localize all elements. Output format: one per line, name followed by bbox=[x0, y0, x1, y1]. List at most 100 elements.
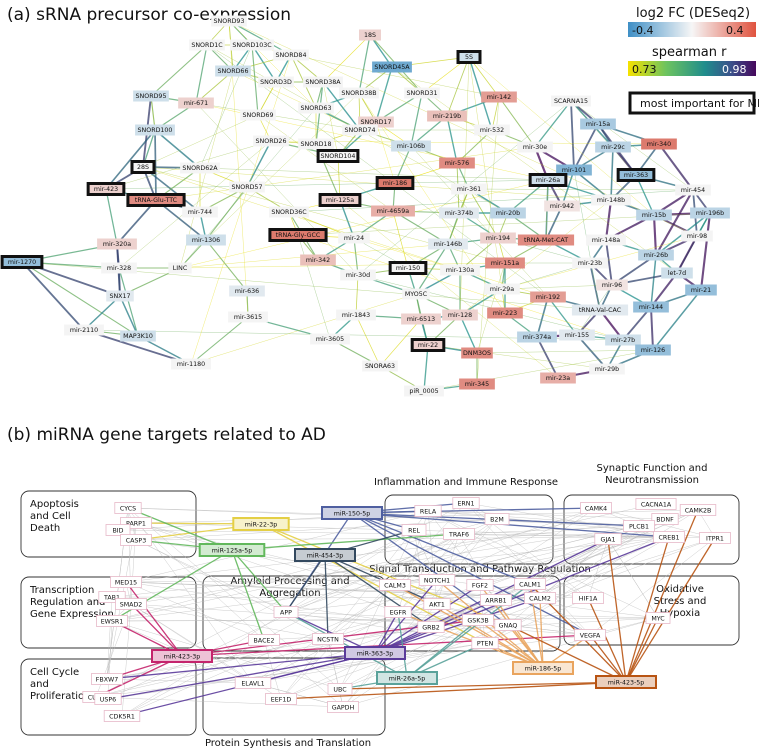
gene-box bbox=[484, 513, 510, 525]
gene-label: USP6 bbox=[100, 696, 116, 703]
gene-gene-edge bbox=[427, 510, 666, 520]
legend: log2 FC (DESeq2) -0.4 0.4 spearman r 0.7… bbox=[628, 6, 759, 115]
node-box bbox=[633, 301, 669, 313]
coexpression-edge bbox=[391, 66, 678, 274]
gene-eef1d: EEF1D bbox=[265, 693, 297, 705]
node-label: mir-128 bbox=[448, 312, 472, 319]
group-box bbox=[20, 576, 197, 649]
gene-elavl1: ELAVL1 bbox=[234, 677, 272, 689]
node-label: mir-1270 bbox=[8, 259, 36, 266]
node-box bbox=[551, 95, 591, 107]
node-box bbox=[316, 149, 360, 163]
node-mir-142: mir-142 bbox=[481, 91, 517, 103]
gene-gene-edge bbox=[427, 510, 640, 527]
node-box bbox=[685, 284, 717, 296]
coexpression-edge bbox=[83, 295, 121, 331]
gene-gene-edge bbox=[285, 611, 486, 644]
node-label: SNORD18 bbox=[301, 141, 332, 148]
coexpression-edge bbox=[468, 56, 503, 290]
gene-casp3: CASP3 bbox=[120, 534, 152, 546]
mirna-label: miR-454-3p bbox=[307, 552, 344, 559]
mirna-target-edge bbox=[324, 554, 432, 628]
gene-box bbox=[514, 578, 546, 590]
node-5s: 5S bbox=[456, 50, 482, 64]
gene-parp1: PARP1 bbox=[120, 517, 152, 529]
gene-label: HIF1A bbox=[579, 595, 598, 602]
gene-box bbox=[414, 505, 442, 517]
coexpression-edge bbox=[297, 234, 331, 340]
coexpression-edge bbox=[699, 212, 712, 291]
gene-label: TAB1 bbox=[103, 594, 120, 601]
node-box bbox=[171, 358, 211, 370]
node-box bbox=[635, 344, 671, 356]
gene-akt1: AKT1 bbox=[423, 598, 451, 610]
coexpression-edge bbox=[205, 239, 248, 292]
coexpression-edge bbox=[476, 349, 654, 354]
node-label: mir-30d bbox=[346, 272, 370, 279]
node-box bbox=[180, 162, 220, 174]
coexpression-edge bbox=[676, 235, 698, 274]
node-box bbox=[540, 372, 576, 384]
node-box bbox=[298, 138, 334, 150]
node-trna-gly-gcc: tRNA-Gly-GCC bbox=[268, 228, 328, 242]
mirna-target-edge bbox=[397, 611, 408, 679]
coexpression-edge bbox=[534, 100, 572, 148]
node-label: mir-96 bbox=[602, 282, 622, 289]
gene-gene-edge bbox=[397, 611, 659, 619]
coexpression-edge bbox=[150, 95, 156, 131]
mirna-target-edge bbox=[394, 584, 544, 669]
mirna-target-edge bbox=[589, 634, 627, 683]
gene-gene-edge bbox=[95, 696, 344, 708]
node-trna-met-cat: tRNA-Met-CAT bbox=[517, 234, 575, 246]
coexpression-edge bbox=[561, 169, 575, 207]
gene-gene-edge bbox=[539, 518, 666, 599]
node-box bbox=[228, 311, 268, 323]
gene-box bbox=[248, 634, 280, 646]
legend-important-box bbox=[628, 91, 756, 115]
mirna-label: miR-423-3p bbox=[164, 653, 201, 660]
gene-gene-edge bbox=[125, 581, 265, 641]
coexpression-edge bbox=[155, 146, 536, 201]
gene-label: EGFR bbox=[390, 609, 407, 616]
coexpression-edge bbox=[190, 54, 292, 365]
node-snord95: SNORD95 bbox=[133, 90, 169, 102]
group-label: Cell Cycle bbox=[30, 667, 79, 678]
node-label: mir-532 bbox=[480, 127, 504, 134]
node-mir-320a: mir-320a bbox=[97, 238, 137, 250]
mirna-target-edge bbox=[339, 681, 627, 690]
node-box bbox=[410, 338, 446, 352]
node-mir-146b: mir-146b bbox=[428, 238, 468, 250]
gene-camk4: CAMK4 bbox=[580, 502, 612, 514]
gene-box bbox=[635, 498, 677, 510]
gene-label: GJA1 bbox=[601, 536, 616, 543]
node-box bbox=[0, 255, 44, 269]
legend-r-title: spearman r bbox=[652, 45, 727, 60]
gene-gene-edge bbox=[111, 503, 657, 622]
node-label: mir-98 bbox=[687, 233, 707, 240]
coexpression-edge bbox=[650, 272, 678, 308]
group-box bbox=[202, 657, 386, 736]
gene-gene-edge bbox=[458, 533, 670, 538]
node-box bbox=[211, 15, 247, 27]
node-label: mir-194 bbox=[486, 235, 510, 242]
node-map3k10: MAP3K10 bbox=[120, 330, 156, 342]
node-box bbox=[636, 209, 672, 221]
gene-plcb1: PLCB1 bbox=[623, 520, 655, 532]
node-label: mir-144 bbox=[639, 304, 663, 311]
node-mir-148b: mir-148b bbox=[591, 194, 631, 206]
node-box bbox=[388, 261, 428, 275]
node-mir-98: mir-98 bbox=[681, 230, 713, 242]
gene-usp6: USP6 bbox=[94, 693, 122, 705]
node-mir-328: mir-328 bbox=[101, 262, 137, 274]
node-label: SNORD62A bbox=[182, 165, 218, 172]
gene-gene-edge bbox=[539, 597, 591, 636]
coexpression-edge bbox=[379, 318, 422, 367]
node-box bbox=[310, 333, 350, 345]
node-mir-144: mir-144 bbox=[633, 301, 669, 313]
gene-label: RELA bbox=[420, 508, 437, 515]
node-snord3d: SNORD3D bbox=[258, 76, 294, 88]
node-label: let-7d bbox=[668, 270, 686, 277]
node-snord103c: SNORD103C bbox=[230, 39, 274, 51]
node-box bbox=[690, 207, 730, 219]
node-mir-130a: mir-130a bbox=[440, 264, 480, 276]
